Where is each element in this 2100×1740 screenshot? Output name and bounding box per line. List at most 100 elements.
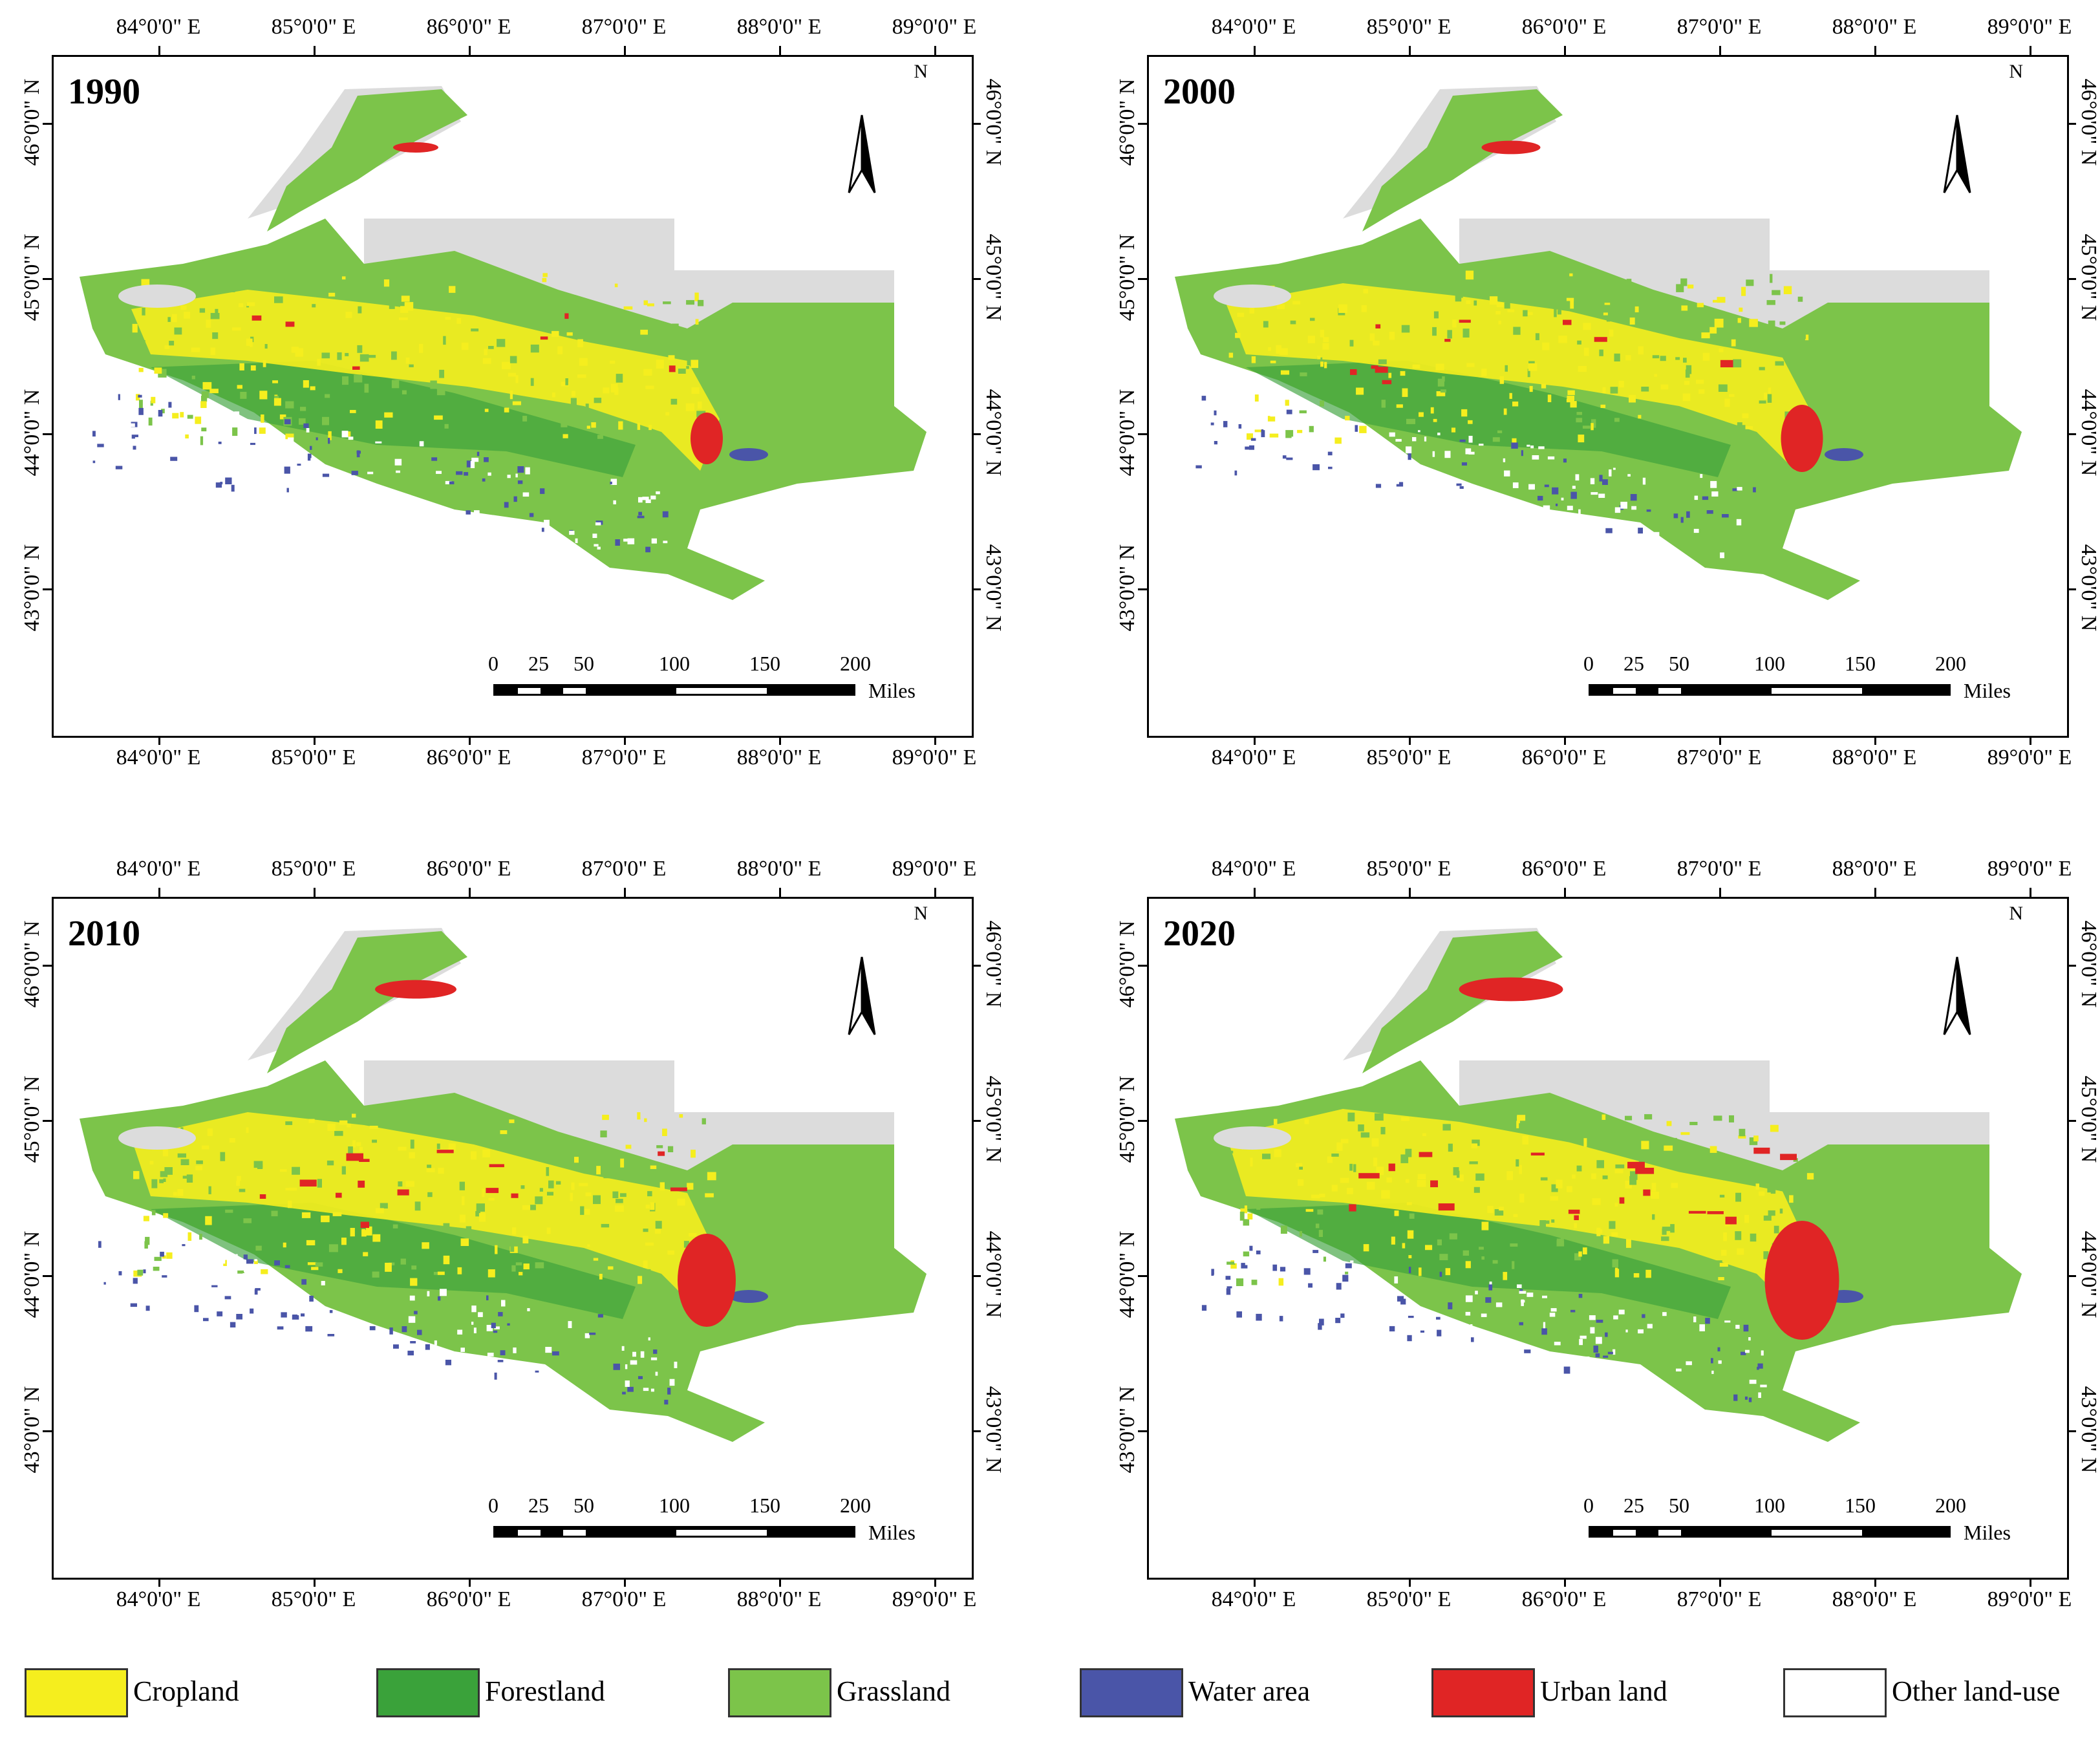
- land-patch: [321, 1215, 330, 1223]
- land-patch: [645, 1242, 654, 1246]
- water-patch: [96, 399, 100, 402]
- land-patch: [1300, 372, 1307, 376]
- graticule-tick: [158, 736, 160, 745]
- urban-patch: [489, 1164, 504, 1168]
- graticule-tick: [43, 278, 52, 280]
- land-patch: [1304, 1119, 1309, 1124]
- water-patch: [128, 416, 134, 418]
- scale-tick-label: 100: [1754, 1494, 1785, 1517]
- land-patch: [1570, 301, 1574, 309]
- land-patch: [1499, 376, 1505, 384]
- land-patch: [136, 394, 140, 401]
- urban-patch: [259, 1194, 266, 1199]
- water-patch: [669, 1379, 675, 1386]
- water-patch: [253, 1295, 260, 1301]
- water-patch: [168, 402, 172, 408]
- land-patch: [1523, 310, 1528, 317]
- urban-patch: [669, 365, 676, 372]
- land-patch: [1505, 365, 1508, 372]
- land-patch: [307, 1262, 317, 1265]
- longitude-label: 87°0'0" E: [581, 746, 667, 769]
- graticule-tick: [1138, 123, 1147, 125]
- land-patch: [1750, 1233, 1757, 1242]
- land-patch: [482, 1188, 485, 1198]
- graticule-tick: [934, 736, 936, 745]
- land-patch: [1602, 1175, 1608, 1179]
- water-patch: [1541, 1328, 1547, 1335]
- land-patch: [1718, 384, 1728, 392]
- urban-area: [678, 1234, 736, 1327]
- water-patch: [1686, 1361, 1692, 1366]
- land-patch: [1670, 1224, 1675, 1233]
- water-patch: [341, 431, 348, 438]
- land-patch: [1709, 327, 1717, 334]
- water-patch: [182, 1320, 188, 1324]
- water-patch: [139, 1300, 145, 1304]
- water-patch: [1245, 1262, 1248, 1265]
- land-patch: [670, 398, 678, 405]
- land-patch: [512, 1227, 517, 1235]
- land-patch: [1263, 321, 1269, 328]
- forestland-area: [1246, 361, 1731, 477]
- urban-patch: [1530, 1152, 1545, 1155]
- longitude-label: 84°0'0" E: [1211, 15, 1296, 39]
- water-patch: [1238, 424, 1242, 429]
- land-patch: [1498, 320, 1501, 325]
- land-patch: [1451, 427, 1456, 433]
- water-patch: [310, 458, 317, 464]
- water-patch: [1256, 1313, 1262, 1321]
- longitude-label: 85°0'0" E: [1366, 746, 1452, 769]
- water-patch: [1355, 425, 1358, 432]
- water-patch: [540, 533, 546, 538]
- water-patch: [1420, 1330, 1424, 1333]
- water-patch: [1461, 462, 1467, 466]
- land-patch: [1766, 300, 1775, 305]
- land-patch: [1272, 1199, 1276, 1204]
- land-patch: [401, 295, 410, 302]
- land-patch: [1610, 387, 1618, 394]
- graticule-tick: [314, 736, 316, 745]
- urban-patch: [1459, 319, 1471, 323]
- scale-tick-label: 150: [1845, 1494, 1876, 1517]
- land-patch: [561, 381, 569, 387]
- urban-patch: [1382, 380, 1392, 385]
- water-patch: [470, 461, 475, 468]
- scale-tick-label: 0: [1583, 1494, 1594, 1517]
- water-patch: [348, 436, 354, 440]
- water-patch: [393, 1344, 399, 1349]
- water-patch: [522, 492, 530, 497]
- land-patch: [1569, 273, 1573, 277]
- land-patch: [1388, 372, 1392, 378]
- water-patch: [367, 471, 374, 475]
- graticule-tick: [2067, 433, 2076, 435]
- water-patch: [664, 1399, 669, 1405]
- land-patch: [1465, 1261, 1471, 1269]
- land-patch: [1519, 1165, 1522, 1174]
- land-patch: [1681, 305, 1688, 311]
- land-patch: [1629, 317, 1635, 325]
- water-patch: [1335, 1318, 1341, 1324]
- urban-patch: [397, 1189, 409, 1196]
- land-patch: [1558, 336, 1567, 343]
- land-patch: [1227, 1150, 1234, 1154]
- water-patch: [162, 1272, 167, 1278]
- land-patch: [177, 1189, 184, 1196]
- water-patch: [486, 1325, 493, 1331]
- land-patch: [1755, 1183, 1759, 1190]
- land-patch: [1662, 1228, 1667, 1235]
- water-patch: [288, 437, 294, 443]
- graticule-tick: [972, 1430, 981, 1432]
- urban-patch: [1643, 1189, 1651, 1196]
- land-patch: [705, 1193, 714, 1198]
- land-patch: [239, 303, 244, 308]
- land-patch: [1442, 376, 1445, 382]
- legend-label: Forestland: [485, 1675, 605, 1707]
- north-arrow-label: N: [914, 903, 928, 924]
- land-patch: [1371, 1138, 1379, 1147]
- land-patch: [1389, 332, 1395, 340]
- land-patch: [612, 1191, 619, 1198]
- land-patch: [273, 398, 281, 406]
- water-patch: [1543, 1322, 1546, 1329]
- water-patch: [231, 484, 235, 492]
- water-patch: [1396, 482, 1404, 487]
